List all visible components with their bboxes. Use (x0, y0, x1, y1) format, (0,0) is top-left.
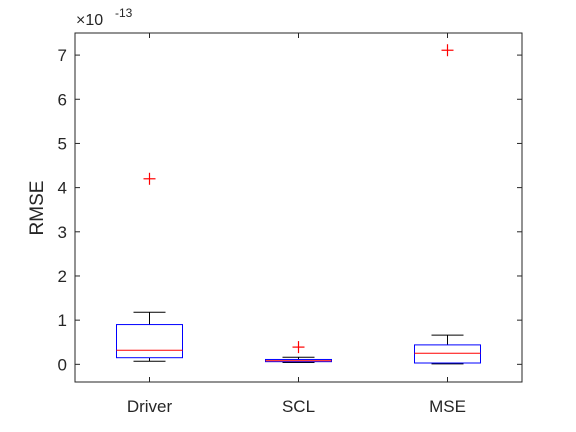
x-tick-label: Driver (127, 397, 173, 416)
iqr-box (414, 344, 481, 364)
boxes (116, 44, 481, 365)
x-tick-label: MSE (429, 397, 466, 416)
box-mse (414, 44, 481, 365)
box-driver (116, 172, 183, 362)
axes: 0 1 2 3 4 5 6 7 Driver SCL MSE (58, 33, 522, 416)
y-tick-label: 0 (58, 355, 67, 374)
outlier-marker (143, 172, 156, 185)
y-tick-label: 4 (58, 179, 67, 198)
y-exponent-base: ×10 (76, 12, 103, 29)
y-tick-label: 5 (58, 134, 67, 153)
y-axis-label: RMSE (27, 181, 48, 236)
iqr-box (116, 324, 183, 359)
outlier-marker (441, 44, 454, 57)
y-tick-label: 6 (58, 90, 67, 109)
outlier-marker (292, 341, 305, 354)
y-exponent-label: ×10 -13 (76, 6, 133, 29)
y-tick-label: 3 (58, 223, 67, 242)
y-tick-label: 2 (58, 267, 67, 286)
x-tick-label: SCL (282, 397, 315, 416)
y-exponent-power: -13 (115, 6, 133, 20)
y-tick-label: 7 (58, 46, 67, 65)
plot-area (74, 32, 523, 383)
y-tick-label: 1 (58, 311, 67, 330)
box-scl (265, 341, 332, 364)
